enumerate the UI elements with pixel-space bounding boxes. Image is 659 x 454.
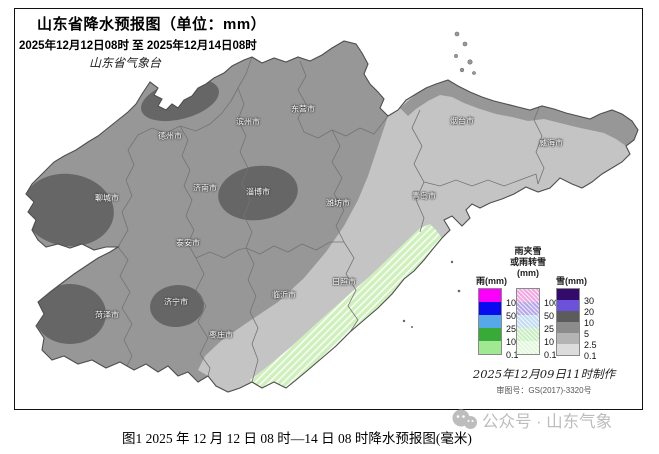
snow-5mm-north-coast-band xyxy=(400,80,638,146)
map-label-weifang: 潍坊市 xyxy=(326,198,350,208)
sleet-legend-header: 雨夹雪 或雨转雪 (mm) xyxy=(509,246,546,278)
map-label-qingdao: 青岛市 xyxy=(412,191,436,201)
map-issuer: 山东省气象台 xyxy=(88,56,161,70)
snow-legend-header: 雪(mm) xyxy=(556,276,587,286)
rain-legend-header: 雨(mm) xyxy=(476,276,507,286)
map-label-jinan: 济南市 xyxy=(193,183,217,193)
snow-swatch: 5 xyxy=(557,322,589,339)
map-label-heze: 菏泽市 xyxy=(95,310,119,320)
map-label-liaocheng: 聊城市 xyxy=(95,193,119,203)
map-approval-number: 审图号：GS(2017)-3320号 xyxy=(496,386,592,395)
sleet-band xyxy=(250,224,442,388)
bohai-islands xyxy=(454,31,476,75)
rain-swatch: 100 xyxy=(479,289,521,308)
map-label-dongying: 东营市 xyxy=(291,104,315,114)
sleet-swatch: 25 xyxy=(517,315,554,334)
map-label-rizhao: 日照市 xyxy=(332,277,356,287)
map-frame xyxy=(14,8,643,410)
map-valid-period: 2025年12月12日08时 至 2025年12月14日08时 xyxy=(19,40,257,52)
rain-swatch: 0.1 xyxy=(479,341,519,360)
coastal-islets xyxy=(402,260,461,328)
map-label-binzhou: 滨州市 xyxy=(236,117,260,127)
rain-swatch: 10 xyxy=(479,328,516,347)
province-outline xyxy=(25,40,639,393)
map-label-weihai: 威海市 xyxy=(539,138,563,148)
sleet-swatch: 10 xyxy=(517,328,554,347)
wechat-icon xyxy=(452,409,477,429)
map-label-zibo: 淄博市 xyxy=(246,187,270,197)
snow-legend-scale: 30 20 10 5 2.5 0.1 xyxy=(556,288,597,361)
map-label-jining: 济宁市 xyxy=(164,297,188,307)
rain-swatch: 50 xyxy=(479,302,516,321)
snow-swatch: 0.1 xyxy=(557,344,597,361)
precipitation-legend: 雨(mm) 雨夹雪 或雨转雪 (mm) 雪(mm) 100 50 25 10 0… xyxy=(476,246,617,396)
watermark-text: 公众号 · 山东气象 xyxy=(482,413,613,431)
rain-legend-scale: 100 50 25 10 0.1 xyxy=(478,288,521,360)
snow-swatch: 2.5 xyxy=(557,333,597,350)
snow-swatch: 30 xyxy=(557,289,594,306)
snow-swatch: 20 xyxy=(557,300,594,317)
city-borders xyxy=(117,56,545,383)
watermark: 公众号 · 山东气象 xyxy=(450,408,612,432)
map-label-zaozhuang: 枣庄市 xyxy=(209,330,233,340)
sleet-swatch: 100 xyxy=(517,289,559,308)
snow-swatch: 10 xyxy=(557,311,594,328)
sleet-legend-scale: 100 50 25 10 0.1 xyxy=(516,288,559,360)
sleet-swatch: 50 xyxy=(517,302,554,321)
figure-caption: 图1 2025 年 12 月 12 日 08 时—14 日 08 时降水预报图(… xyxy=(122,431,472,446)
sleet-swatch: 0.1 xyxy=(517,341,557,360)
map-title: 山东省降水预报图（单位：mm） xyxy=(37,16,267,33)
issue-time: 2025年12月09日11时制作 xyxy=(472,367,616,381)
map-label-linyi: 临沂市 xyxy=(272,290,296,300)
map-label-dezhou: 德州市 xyxy=(158,131,182,141)
map-label-yantai: 烟台市 xyxy=(450,116,474,126)
map-label-taian: 泰安市 xyxy=(176,238,200,248)
rain-swatch: 25 xyxy=(479,315,516,334)
